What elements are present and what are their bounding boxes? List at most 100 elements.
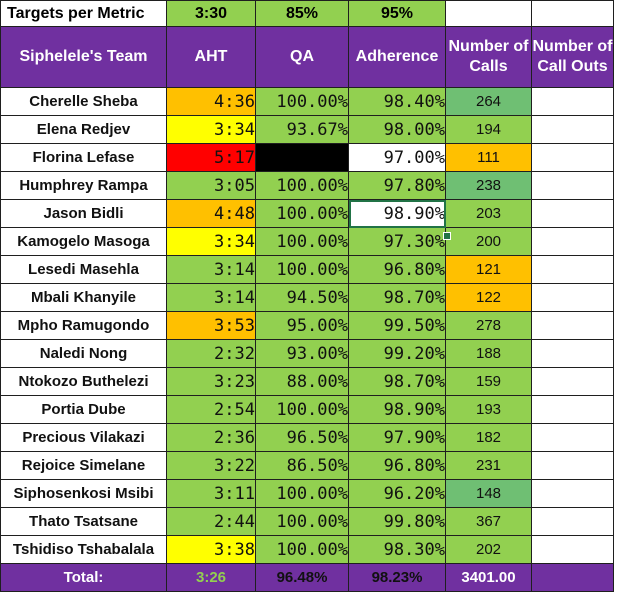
- agent-name-cell[interactable]: Cherelle Sheba: [0, 87, 167, 116]
- total-qa-cell[interactable]: 96.48%: [255, 563, 349, 592]
- adherence-cell[interactable]: 98.00%: [348, 115, 446, 144]
- target-adherence-cell[interactable]: 95%: [348, 0, 446, 27]
- qa-cell[interactable]: 100.00%: [255, 227, 349, 256]
- agent-name-cell[interactable]: Kamogelo Masoga: [0, 227, 167, 256]
- callouts-cell[interactable]: [531, 451, 614, 480]
- callouts-cell[interactable]: [531, 255, 614, 284]
- qa-cell[interactable]: 86.50%: [255, 451, 349, 480]
- callouts-cell[interactable]: [531, 367, 614, 396]
- calls-cell[interactable]: 194: [445, 115, 532, 144]
- calls-cell[interactable]: 148: [445, 479, 532, 508]
- qa-cell[interactable]: [255, 143, 349, 172]
- agent-name-cell[interactable]: Mbali Khanyile: [0, 283, 167, 312]
- aht-cell[interactable]: 3:05: [166, 171, 256, 200]
- agent-name-cell[interactable]: Naledi Nong: [0, 339, 167, 368]
- adherence-cell[interactable]: 98.90%: [348, 395, 446, 424]
- adherence-cell[interactable]: 99.50%: [348, 311, 446, 340]
- calls-cell[interactable]: 278: [445, 311, 532, 340]
- aht-cell[interactable]: 4:48: [166, 199, 256, 228]
- calls-cell[interactable]: 121: [445, 255, 532, 284]
- callouts-cell[interactable]: [531, 87, 614, 116]
- header-aht-cell[interactable]: AHT: [166, 26, 256, 88]
- calls-cell[interactable]: 238: [445, 171, 532, 200]
- qa-cell[interactable]: 96.50%: [255, 423, 349, 452]
- target-qa-cell[interactable]: 85%: [255, 0, 349, 27]
- qa-cell[interactable]: 100.00%: [255, 535, 349, 564]
- aht-cell[interactable]: 5:17: [166, 143, 256, 172]
- target-aht-cell[interactable]: 3:30: [166, 0, 256, 27]
- aht-cell[interactable]: 3:22: [166, 451, 256, 480]
- aht-cell[interactable]: 3:34: [166, 227, 256, 256]
- aht-cell[interactable]: 3:23: [166, 367, 256, 396]
- calls-cell[interactable]: 367: [445, 507, 532, 536]
- adherence-cell[interactable]: 98.70%: [348, 283, 446, 312]
- qa-cell[interactable]: 100.00%: [255, 507, 349, 536]
- qa-cell[interactable]: 95.00%: [255, 311, 349, 340]
- adherence-cell[interactable]: 97.00%: [348, 143, 446, 172]
- callouts-cell[interactable]: [531, 283, 614, 312]
- adherence-cell[interactable]: 97.80%: [348, 171, 446, 200]
- header-adherence-cell[interactable]: Adherence: [348, 26, 446, 88]
- calls-cell[interactable]: 200: [445, 227, 532, 256]
- agent-name-cell[interactable]: Jason Bidli: [0, 199, 167, 228]
- agent-name-cell[interactable]: Humphrey Rampa: [0, 171, 167, 200]
- adherence-cell[interactable]: 98.90%: [348, 199, 446, 228]
- adherence-cell[interactable]: 97.90%: [348, 423, 446, 452]
- calls-cell[interactable]: 159: [445, 367, 532, 396]
- qa-cell[interactable]: 94.50%: [255, 283, 349, 312]
- adherence-cell[interactable]: 96.80%: [348, 451, 446, 480]
- callouts-cell[interactable]: [531, 479, 614, 508]
- adherence-cell[interactable]: 99.20%: [348, 339, 446, 368]
- callouts-cell[interactable]: [531, 199, 614, 228]
- adherence-cell[interactable]: 98.40%: [348, 87, 446, 116]
- aht-cell[interactable]: 2:32: [166, 339, 256, 368]
- target-blank-cell[interactable]: [531, 0, 614, 27]
- agent-name-cell[interactable]: Ntokozo Buthelezi: [0, 367, 167, 396]
- header-qa-cell[interactable]: QA: [255, 26, 349, 88]
- adherence-cell[interactable]: 97.30%: [348, 227, 446, 256]
- header-team-cell[interactable]: Siphelele's Team: [0, 26, 167, 88]
- adherence-cell[interactable]: 99.80%: [348, 507, 446, 536]
- agent-name-cell[interactable]: Lesedi Masehla: [0, 255, 167, 284]
- total-aht-cell[interactable]: 3:26: [166, 563, 256, 592]
- aht-cell[interactable]: 3:14: [166, 283, 256, 312]
- header-calls-cell[interactable]: Number of Calls: [445, 26, 532, 88]
- callouts-cell[interactable]: [531, 227, 614, 256]
- agent-name-cell[interactable]: Siphosenkosi Msibi: [0, 479, 167, 508]
- callouts-cell[interactable]: [531, 311, 614, 340]
- calls-cell[interactable]: 231: [445, 451, 532, 480]
- agent-name-cell[interactable]: Portia Dube: [0, 395, 167, 424]
- agent-name-cell[interactable]: Precious Vilakazi: [0, 423, 167, 452]
- qa-cell[interactable]: 93.67%: [255, 115, 349, 144]
- qa-cell[interactable]: 100.00%: [255, 199, 349, 228]
- agent-name-cell[interactable]: Mpho Ramugondo: [0, 311, 167, 340]
- total-callouts-cell[interactable]: [531, 563, 614, 592]
- calls-cell[interactable]: 182: [445, 423, 532, 452]
- callouts-cell[interactable]: [531, 535, 614, 564]
- aht-cell[interactable]: 3:14: [166, 255, 256, 284]
- adherence-cell[interactable]: 96.20%: [348, 479, 446, 508]
- qa-cell[interactable]: 93.00%: [255, 339, 349, 368]
- calls-cell[interactable]: 122: [445, 283, 532, 312]
- qa-cell[interactable]: 100.00%: [255, 395, 349, 424]
- agent-name-cell[interactable]: Florina Lefase: [0, 143, 167, 172]
- aht-cell[interactable]: 3:34: [166, 115, 256, 144]
- total-adherence-cell[interactable]: 98.23%: [348, 563, 446, 592]
- agent-name-cell[interactable]: Rejoice Simelane: [0, 451, 167, 480]
- fill-handle[interactable]: [443, 232, 451, 240]
- callouts-cell[interactable]: [531, 395, 614, 424]
- total-calls-cell[interactable]: 3401.00: [445, 563, 532, 592]
- aht-cell[interactable]: 2:36: [166, 423, 256, 452]
- aht-cell[interactable]: 3:38: [166, 535, 256, 564]
- calls-cell[interactable]: 111: [445, 143, 532, 172]
- agent-name-cell[interactable]: Tshidiso Tshabalala: [0, 535, 167, 564]
- calls-cell[interactable]: 193: [445, 395, 532, 424]
- qa-cell[interactable]: 88.00%: [255, 367, 349, 396]
- total-label-cell[interactable]: Total:: [0, 563, 167, 592]
- qa-cell[interactable]: 100.00%: [255, 479, 349, 508]
- adherence-cell[interactable]: 98.30%: [348, 535, 446, 564]
- qa-cell[interactable]: 100.00%: [255, 255, 349, 284]
- header-callouts-cell[interactable]: Number of Call Outs: [531, 26, 614, 88]
- callouts-cell[interactable]: [531, 339, 614, 368]
- agent-name-cell[interactable]: Thato Tsatsane: [0, 507, 167, 536]
